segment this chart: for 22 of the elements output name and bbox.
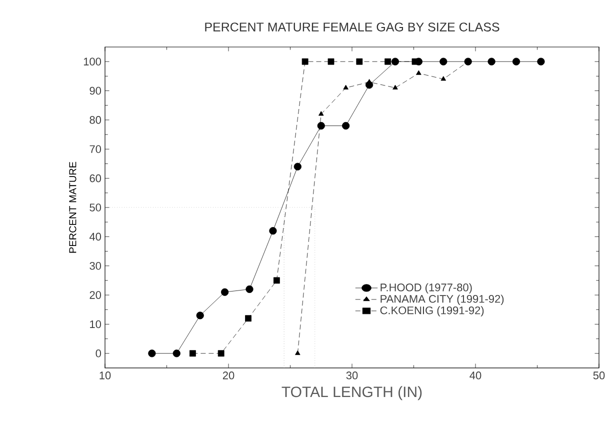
y-tick-label: 70	[90, 145, 102, 154]
legend-label: P.HOOD (1977-80)	[380, 283, 472, 294]
y-tick-label: 40	[89, 232, 102, 241]
y-tick-label: 0	[96, 350, 102, 358]
y-axis-title: PERCENT MATURE	[69, 162, 76, 253]
y-tick-label: 60	[90, 174, 102, 182]
x-axis-title: TOTAL LENGTH (IN)	[282, 386, 422, 400]
y-tick-label: 90	[90, 86, 102, 95]
x-tick-label: 30	[346, 372, 358, 380]
y-tick-label: 80	[90, 116, 102, 124]
y-tick-label: 100	[84, 58, 102, 66]
x-tick-label: 50	[593, 372, 605, 380]
chart-title: PERCENT MATURE FEMALE GAG BY SIZE CLASS	[205, 22, 500, 32]
x-tick-label: 40	[470, 372, 482, 380]
y-tick-label: 10	[90, 320, 102, 328]
legend-label: PANAMA CITY (1991-92)	[380, 294, 504, 305]
y-tick-label: 20	[90, 291, 102, 299]
x-tick-label: 20	[222, 372, 234, 380]
legend-label: C.KOENIG (1991-92)	[380, 306, 484, 316]
y-tick-label: 50	[90, 204, 102, 212]
x-tick-label: 10	[100, 372, 111, 380]
y-tick-label: 30	[90, 262, 102, 270]
